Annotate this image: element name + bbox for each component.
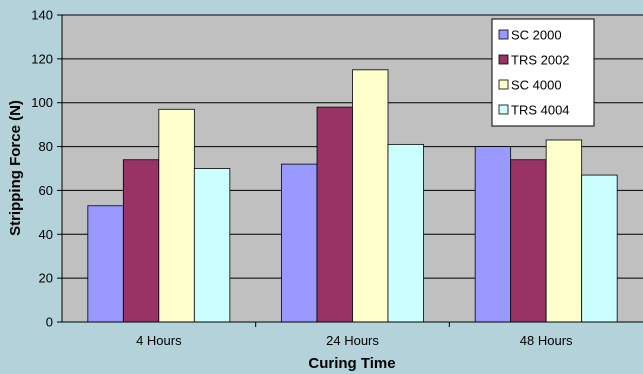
x-tick-labels: 4 Hours 24 Hours 48 Hours — [136, 322, 573, 348]
bar — [281, 163, 318, 323]
y-tick-labels: 0 20 40 60 80 100 120 140 — [31, 8, 62, 330]
y-tick-label: 20 — [39, 271, 53, 286]
y-tick-label: 120 — [31, 51, 53, 66]
legend-box — [491, 18, 595, 127]
bar — [581, 174, 618, 323]
x-tick-label: 24 Hours — [326, 333, 379, 348]
legend-label: TRS 4004 — [511, 103, 570, 118]
legend: SC 2000 TRS 2002 SC 4000 TRS 4004 — [491, 18, 595, 127]
y-tick-label: 140 — [31, 8, 53, 23]
bar — [545, 139, 583, 323]
x-axis-title: Curing Time — [308, 355, 395, 372]
axes — [61, 15, 643, 323]
bar — [474, 146, 512, 323]
legend-swatch — [498, 79, 509, 90]
y-tick-label: 100 — [31, 95, 53, 110]
y-tick-label: 0 — [46, 315, 53, 330]
legend-label: TRS 2002 — [511, 53, 570, 68]
legend-swatch — [498, 54, 509, 65]
bar — [387, 143, 424, 323]
y-axis-title: Stripping Force (N) — [7, 100, 24, 236]
bar — [193, 168, 231, 323]
bar — [87, 205, 124, 323]
legend-label: SC 4000 — [511, 78, 562, 93]
bar — [510, 159, 547, 323]
y-tick-label: 60 — [39, 183, 53, 198]
bar — [352, 69, 389, 323]
legend-swatch — [498, 104, 509, 115]
legend-swatch — [498, 29, 509, 40]
y-tick-label: 80 — [39, 139, 53, 154]
bar — [122, 159, 160, 323]
x-tick-label: 4 Hours — [136, 333, 182, 348]
bar — [316, 106, 353, 323]
x-tick-label: 48 Hours — [520, 333, 573, 348]
legend-label: SC 2000 — [511, 28, 562, 43]
bar — [158, 108, 195, 323]
y-tick-label: 40 — [39, 227, 53, 242]
